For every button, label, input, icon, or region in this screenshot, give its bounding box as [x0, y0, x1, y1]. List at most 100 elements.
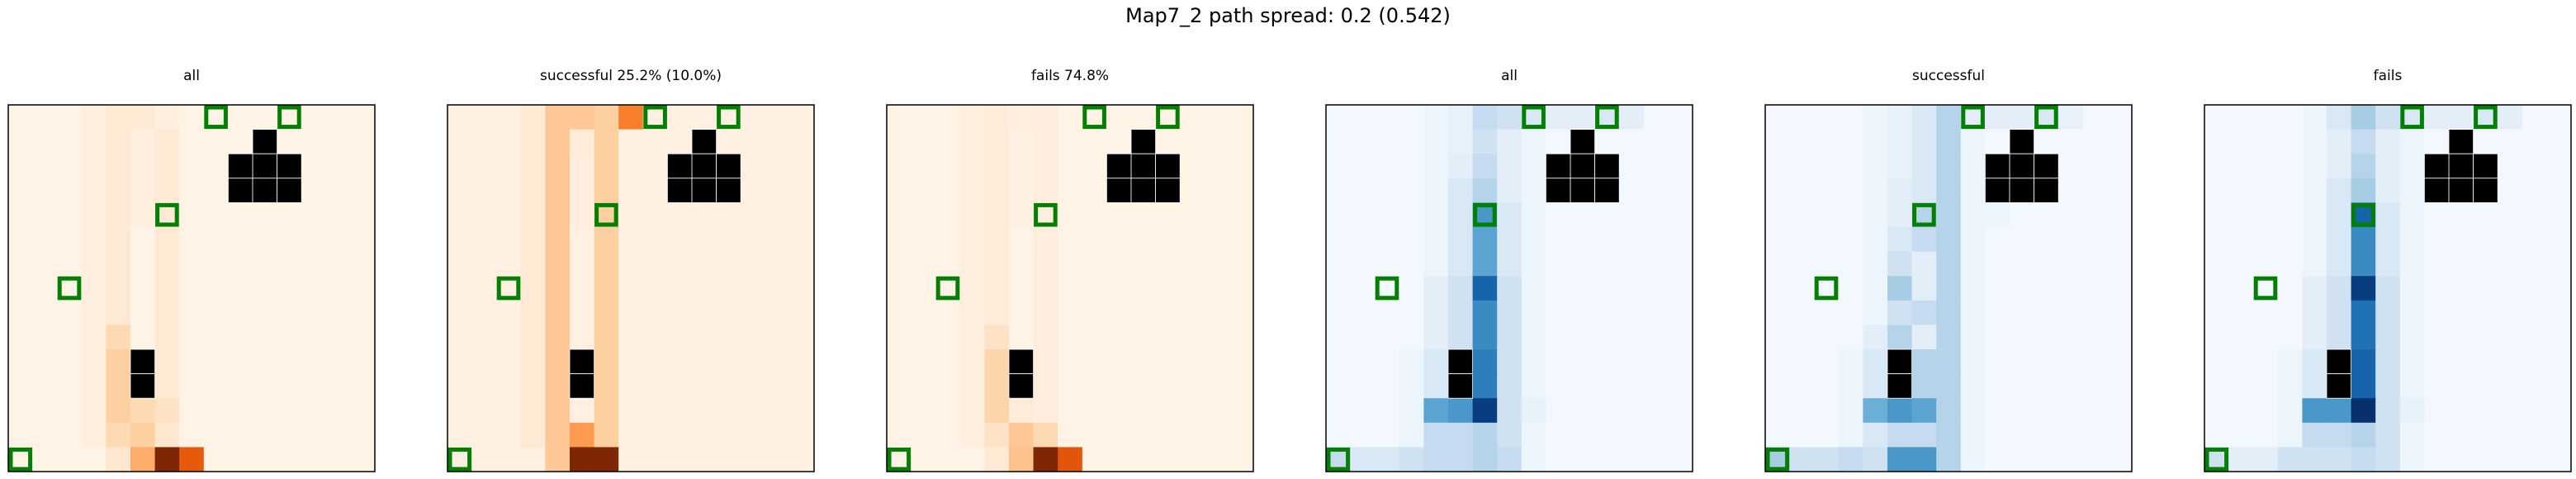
heatmap-cell — [253, 300, 278, 325]
heatmap-cell — [959, 227, 985, 253]
heatmap-cell — [106, 447, 131, 472]
obstacle-cell — [2448, 178, 2474, 203]
heatmap-cell — [447, 105, 473, 130]
heatmap-cell — [1180, 251, 1205, 277]
heatmap-cell — [2424, 373, 2450, 399]
heatmap-cell — [2546, 398, 2572, 424]
heatmap-cell — [32, 422, 58, 448]
heatmap-cell — [2449, 325, 2474, 350]
heatmap-cell — [1619, 251, 1645, 277]
heatmap-cell — [2204, 325, 2230, 350]
obstacle-cell — [691, 153, 717, 179]
heatmap-cell — [2351, 447, 2376, 472]
heatmap-cell — [1399, 178, 1424, 203]
heatmap-cell — [2399, 178, 2425, 203]
heatmap-panel-4: all — [1325, 68, 1693, 472]
heatmap-cell — [1155, 300, 1181, 325]
heatmap-cell — [57, 373, 83, 399]
heatmap-cell — [203, 325, 229, 350]
heatmap-cell — [1863, 105, 1888, 130]
heatmap-cell — [2498, 178, 2523, 203]
heatmap-cell — [2546, 325, 2572, 350]
heatmap-cell — [32, 276, 58, 301]
heatmap-cell — [1472, 300, 1498, 325]
obstacle-cell — [1887, 373, 1913, 399]
heatmap-cell — [911, 276, 936, 301]
heatmap-cell — [253, 422, 278, 448]
obstacle-cell — [2034, 178, 2059, 203]
heatmap-cell — [1106, 202, 1132, 228]
heatmap-cell — [1399, 325, 1424, 350]
heatmap-cell — [570, 227, 595, 253]
heatmap-cell — [1350, 447, 1376, 472]
heatmap-cell — [520, 129, 546, 154]
heatmap-cell — [1399, 105, 1424, 130]
heatmap-cell — [1423, 154, 1449, 179]
heatmap-cell — [2107, 227, 2133, 253]
heatmap-cell — [1131, 447, 1157, 472]
heatmap-cell — [1789, 276, 1815, 301]
heatmap-cell — [2204, 251, 2230, 277]
heatmap-cell — [1765, 202, 1791, 228]
heatmap-cell — [2058, 251, 2084, 277]
heatmap-cell — [1936, 251, 1962, 277]
heatmap-cell — [1594, 276, 1620, 301]
heatmap-cell — [959, 154, 985, 179]
heatmap-cell — [471, 422, 497, 448]
heatmap-cell — [253, 447, 278, 472]
panel-title: all — [183, 68, 200, 84]
heatmap-panel-5: successful — [1764, 68, 2133, 472]
heatmap-cell — [1350, 227, 1376, 253]
heatmap-cell — [2399, 251, 2425, 277]
heatmap-cell — [106, 227, 131, 253]
heatmap-cell — [81, 373, 107, 399]
heatmap-cell — [2375, 447, 2401, 472]
heatmap-cell — [57, 422, 83, 448]
heatmap-cell — [2522, 251, 2547, 277]
heatmap-cell — [741, 129, 766, 154]
goal-marker — [447, 447, 472, 472]
heatmap-cell — [911, 398, 936, 424]
goal-marker — [1595, 105, 1619, 130]
heatmap-cell — [1448, 129, 1474, 154]
heatmap-cell — [2546, 349, 2572, 375]
obstacle-cell — [1130, 178, 1157, 203]
heatmap-cell — [911, 227, 936, 253]
heatmap-cell — [179, 325, 205, 350]
heatmap-cell — [1570, 422, 1596, 448]
heatmap-cell — [520, 373, 546, 399]
heatmap-cell — [2546, 447, 2572, 472]
heatmap-cell — [2082, 325, 2108, 350]
heatmap-cell — [545, 251, 571, 277]
heatmap-cell — [594, 129, 619, 154]
heatmap-cell — [81, 300, 107, 325]
heatmap-cell — [1936, 349, 1962, 375]
heatmap-cell — [2277, 154, 2303, 179]
heatmap-cell — [106, 129, 131, 154]
heatmap-cell — [642, 154, 668, 179]
heatmap-cell — [2277, 325, 2303, 350]
heatmap-cell — [2277, 129, 2303, 154]
heatmap-cell — [2277, 373, 2303, 399]
heatmap-cell — [984, 227, 1010, 253]
heatmap-cell — [2351, 398, 2376, 424]
heatmap-cell — [642, 373, 668, 399]
heatmap-cell — [325, 105, 351, 130]
heatmap-cell — [2449, 227, 2474, 253]
panel-title: fails 74.8% — [1031, 68, 1109, 84]
heatmap-cell — [2107, 373, 2133, 399]
heatmap-cell — [203, 349, 229, 375]
heatmap-cell — [2277, 349, 2303, 375]
heatmap-cell — [887, 129, 912, 154]
heatmap-cell — [545, 227, 571, 253]
heatmap-cell — [520, 105, 546, 130]
heatmap-cell — [1838, 422, 1863, 448]
heatmap-cell — [2498, 447, 2523, 472]
heatmap-cell — [765, 398, 790, 424]
heatmap-cell — [2302, 178, 2327, 203]
heatmap-cell — [106, 178, 131, 203]
heatmap-cell — [2473, 202, 2498, 228]
heatmap-cell — [2058, 154, 2084, 179]
heatmap-cell — [545, 129, 571, 154]
heatmap-cell — [2375, 154, 2401, 179]
